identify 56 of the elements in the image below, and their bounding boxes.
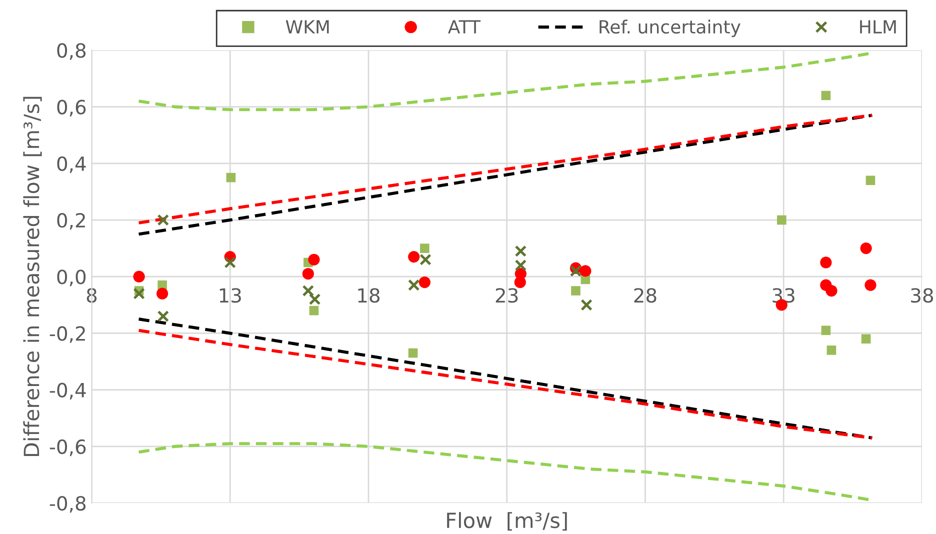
point	[514, 276, 526, 288]
legend-label: Ref. uncertainty	[600, 20, 740, 38]
point	[866, 176, 876, 186]
point	[821, 90, 831, 100]
point	[580, 299, 592, 311]
point	[157, 310, 170, 322]
point	[570, 265, 582, 277]
point	[826, 346, 836, 355]
y-axis-title: Difference in measured flow [m³/s]	[23, 96, 42, 456]
legend-label: WKM	[286, 20, 329, 34]
point	[224, 256, 236, 268]
y-tick-label: -0,6	[50, 439, 86, 456]
y-tick-label: 0,2	[57, 212, 85, 230]
point	[514, 245, 527, 258]
point	[514, 259, 527, 272]
y-tick-label: 0,0	[57, 270, 86, 286]
point	[860, 242, 872, 254]
point	[864, 279, 876, 291]
point	[580, 265, 592, 277]
point	[821, 326, 831, 336]
x-tick-label: 38	[911, 288, 933, 303]
x-tick-label: 8	[86, 288, 97, 303]
point	[156, 288, 168, 300]
point	[308, 293, 321, 306]
y-tick-label: 0,8	[57, 43, 86, 60]
x-tick-label: 23	[496, 288, 518, 303]
point	[408, 348, 418, 358]
point	[776, 215, 786, 225]
point	[408, 279, 420, 292]
point	[133, 270, 145, 282]
point	[420, 244, 430, 253]
x-tick-label: 18	[358, 288, 380, 303]
x-axis-title: Flow [m³/s]	[447, 512, 567, 531]
point	[302, 268, 314, 280]
y-tick-label: -0,2	[50, 326, 85, 343]
point	[302, 284, 314, 297]
point	[861, 334, 871, 344]
point	[309, 306, 319, 316]
point	[820, 256, 832, 268]
point	[133, 288, 145, 300]
point	[308, 254, 320, 266]
y-tick-label: 0,4	[57, 156, 86, 174]
legend-label: HLM	[860, 20, 896, 34]
point	[157, 214, 170, 226]
point	[571, 286, 580, 296]
point	[418, 276, 430, 288]
y-tick-label: 0,6	[57, 100, 86, 116]
point	[826, 284, 838, 297]
y-tick-label: -0,4	[50, 382, 86, 400]
x-tick-label: 13	[220, 288, 241, 303]
point	[420, 254, 432, 266]
legend-label: ATT	[448, 20, 481, 34]
y-tick-label: -0,8	[50, 496, 86, 513]
x-tick-label: 28	[634, 288, 656, 303]
point	[408, 250, 420, 263]
point	[226, 172, 236, 182]
